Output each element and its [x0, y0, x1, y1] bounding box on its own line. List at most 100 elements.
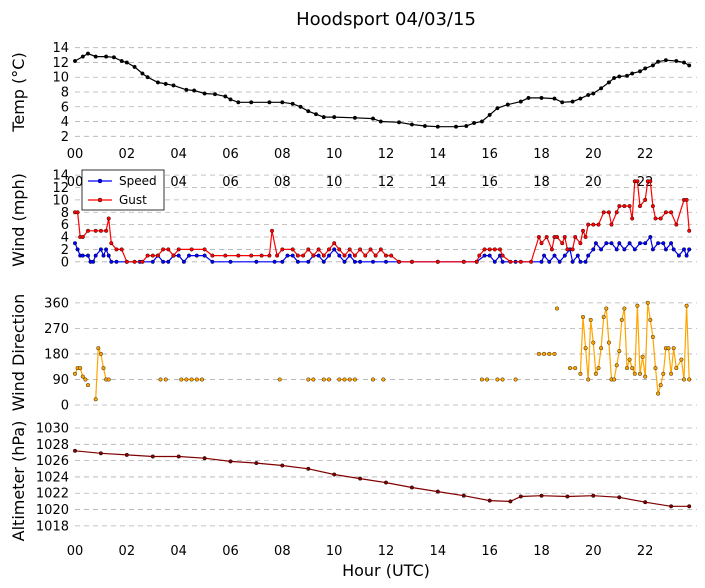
series-1: [72, 51, 692, 129]
data-point: [604, 241, 609, 246]
y-tick-label: 10: [52, 193, 69, 208]
y-tick-label: 6: [61, 100, 69, 115]
data-point: [599, 86, 604, 91]
data-point: [80, 253, 85, 258]
x-tick-label: 22: [637, 544, 654, 559]
data-point: [321, 253, 326, 258]
data-point: [145, 253, 150, 258]
data-point: [249, 100, 254, 105]
data-point: [498, 247, 503, 252]
data-point: [547, 351, 552, 356]
data-point: [202, 91, 207, 96]
data-point: [479, 377, 484, 382]
y-tick-label: 10: [52, 71, 69, 86]
data-point: [119, 59, 124, 64]
data-point: [301, 253, 306, 258]
data-point: [249, 253, 254, 258]
data-point: [687, 247, 692, 252]
data-point: [96, 346, 101, 351]
data-point: [397, 120, 402, 125]
data-point: [358, 247, 363, 252]
data-point: [663, 210, 668, 215]
data-point: [176, 454, 181, 459]
data-point: [80, 54, 85, 59]
data-point: [630, 216, 635, 221]
legend-swatch-marker: [97, 197, 103, 203]
y-tick-label: 1024: [36, 470, 69, 485]
data-point: [669, 504, 674, 509]
y-tick-label: 0: [61, 399, 69, 414]
data-point: [124, 60, 129, 65]
panel-3: 0 90 180 270 360 Wind Direction: [9, 294, 697, 414]
data-point: [645, 300, 650, 305]
data-point: [562, 234, 567, 239]
data-point: [578, 241, 583, 246]
data-point: [643, 197, 648, 202]
data-point: [599, 247, 604, 252]
data-point: [384, 253, 389, 258]
data-point: [337, 247, 342, 252]
data-point: [212, 92, 217, 97]
data-point: [80, 374, 85, 379]
data-point: [194, 377, 199, 382]
data-point: [617, 349, 622, 354]
data-point: [454, 124, 459, 129]
data-point: [583, 346, 588, 351]
x-tick-label: 00: [67, 175, 84, 190]
data-point: [539, 493, 544, 498]
data-point: [194, 253, 199, 258]
data-point: [482, 253, 487, 258]
data-point: [526, 95, 531, 100]
data-point: [75, 247, 80, 252]
data-point: [150, 259, 155, 264]
y-tick-label: 12: [52, 56, 69, 71]
data-point: [461, 493, 466, 498]
y-tick-label: 6: [61, 218, 69, 233]
data-point: [298, 104, 303, 109]
data-point: [529, 259, 534, 264]
data-point: [578, 259, 583, 264]
data-point: [663, 58, 668, 63]
data-point: [272, 259, 277, 264]
y-tick-label: 360: [44, 296, 69, 311]
data-point: [500, 377, 505, 382]
data-point: [565, 247, 570, 252]
data-point: [98, 351, 103, 356]
data-point: [682, 377, 687, 382]
y-tick-label: 8: [61, 206, 69, 221]
data-point: [189, 247, 194, 252]
data-point: [625, 73, 630, 78]
data-point: [409, 122, 414, 127]
data-point: [578, 96, 583, 101]
data-point: [508, 259, 513, 264]
data-point: [570, 259, 575, 264]
x-tick-label: 10: [326, 544, 343, 559]
x-tick-label: 08: [274, 175, 291, 190]
data-point: [189, 377, 194, 382]
data-point: [140, 259, 145, 264]
data-point: [614, 247, 619, 252]
data-point: [653, 216, 658, 221]
data-point: [171, 83, 176, 88]
x-tick-label: 14: [430, 147, 447, 162]
data-point: [311, 377, 316, 382]
data-point: [145, 75, 150, 80]
data-point: [474, 259, 479, 264]
data-point: [477, 253, 482, 258]
data-point: [306, 377, 311, 382]
y-tick-label: 12: [52, 181, 69, 196]
data-point: [435, 489, 440, 494]
y-tick-label: 90: [52, 373, 69, 388]
data-point: [210, 259, 215, 264]
data-point: [342, 253, 347, 258]
data-point: [495, 106, 500, 111]
data-point: [653, 366, 658, 371]
data-point: [104, 247, 109, 252]
data-point: [687, 504, 692, 509]
data-point: [593, 371, 598, 376]
data-point: [259, 253, 264, 258]
data-point: [555, 234, 560, 239]
data-point: [166, 259, 171, 264]
